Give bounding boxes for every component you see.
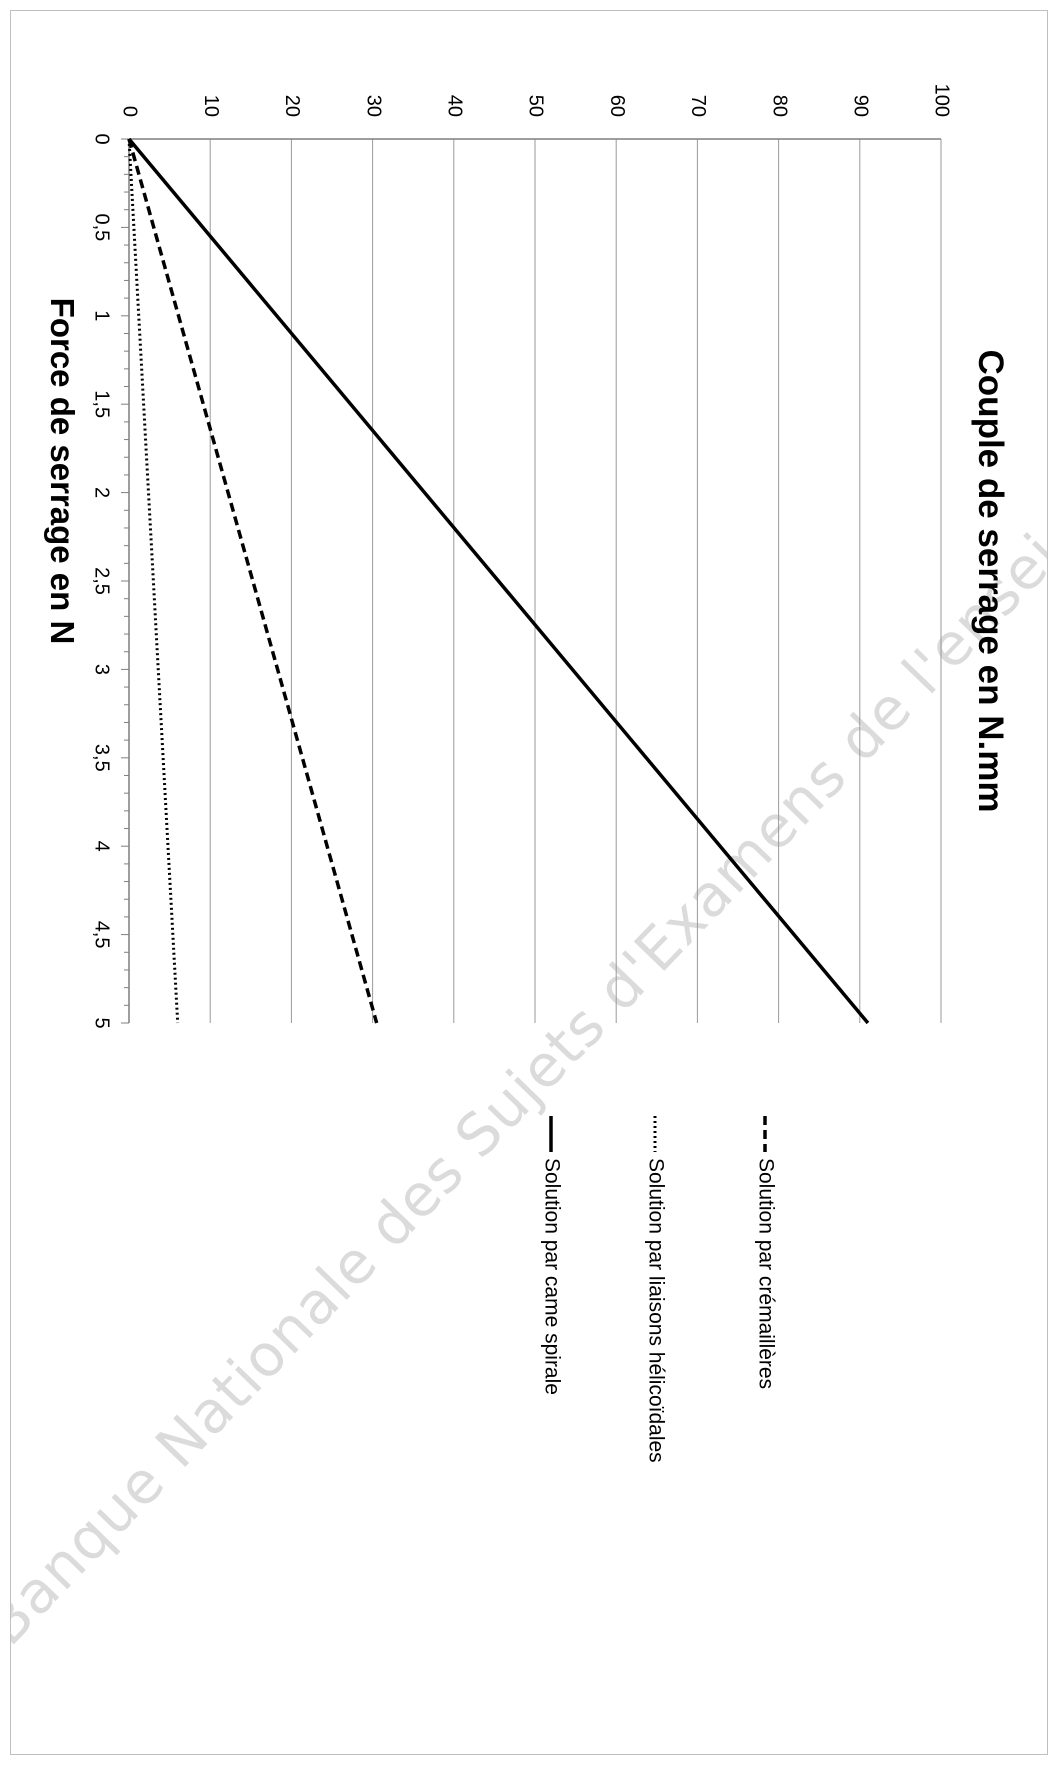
x-tick-label: 2,5	[91, 567, 113, 595]
x-axis-label: Force de serrage en N	[44, 298, 81, 645]
line-chart: 0 10 20 30 40 50 60 70 80 90 100 0 0,5 1 1,5 2 2,5 3 3,5 4 4…	[44, 84, 1010, 1463]
y-tick-label: 50	[525, 95, 547, 117]
legend-label: Solution par came spirale	[540, 1158, 563, 1395]
y-axis-label: Couple de serrage en N.mm	[971, 350, 1010, 813]
legend: Solution par came spirale Solution par li…	[540, 1116, 777, 1463]
legend-label: Solution par crémaillères	[754, 1158, 777, 1389]
y-tick-label: 10	[200, 95, 222, 117]
axes	[121, 138, 941, 1024]
y-tick-label: 60	[606, 95, 628, 117]
x-tick-label: 1	[91, 310, 113, 321]
series-lines	[127, 137, 870, 1025]
y-tick-label: 40	[444, 95, 466, 117]
chart-frame: Banque Nationale des Sujets d'Examens de…	[10, 10, 1048, 1755]
x-tick-label: 3	[91, 664, 113, 675]
grid-lines	[209, 139, 942, 1023]
x-tick-label: 3,5	[91, 744, 113, 772]
y-tick-label: 30	[362, 95, 384, 117]
tick-labels: 0 10 20 30 40 50 60 70 80 90 100 0 0,5 1 1,5 2 2,5 3 3,5 4 4…	[91, 84, 953, 1029]
series-line	[127, 138, 180, 1024]
x-tick-label: 0	[91, 133, 113, 144]
legend-label: Solution par liaisons hélicoïdales	[644, 1158, 667, 1463]
y-tick-label: 80	[768, 95, 790, 117]
y-tick-label: 0	[119, 106, 141, 117]
x-tick-label: 1,5	[91, 390, 113, 418]
x-tick-label: 4,5	[91, 921, 113, 949]
series-line	[127, 137, 870, 1025]
x-tick-label: 4	[91, 841, 113, 852]
x-tick-label: 5	[91, 1017, 113, 1028]
series-line	[127, 138, 379, 1024]
y-tick-label: 90	[850, 95, 872, 117]
y-tick-label: 70	[687, 95, 709, 117]
y-tick-label: 100	[931, 84, 953, 117]
x-tick-label: 0,5	[91, 213, 113, 241]
y-tick-label: 20	[281, 95, 303, 117]
x-tick-label: 2	[91, 487, 113, 498]
